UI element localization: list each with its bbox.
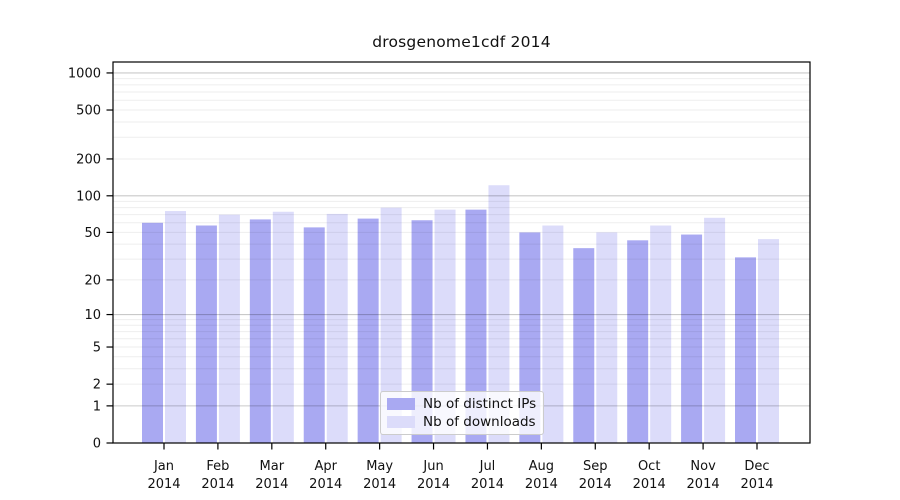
- bar-distinct-ips-jan: [142, 222, 163, 443]
- x-axis-tick-label-year: 2014: [633, 477, 666, 492]
- bar-distinct-ips-may: [357, 218, 379, 443]
- x-axis-tick-label-month: Jul: [479, 459, 496, 474]
- bar-distinct-ips-aug: [519, 232, 541, 443]
- bar-distinct-ips-nov: [681, 234, 703, 443]
- x-axis-tick-label-month: Feb: [206, 459, 229, 474]
- bar-distinct-ips-dec: [735, 257, 756, 443]
- x-axis-tick-label-year: 2014: [201, 477, 234, 492]
- chart-title: drosgenome1cdf 2014: [372, 33, 551, 51]
- x-axis-tick-label-month: Jun: [422, 459, 443, 474]
- x-axis-tick-label-month: Dec: [744, 459, 769, 474]
- x-axis-tick-label-month: Aug: [529, 459, 554, 474]
- bar-downloads-dec: [758, 239, 779, 443]
- bar-downloads-sep: [596, 232, 618, 443]
- y-axis-tick-label: 1000: [68, 66, 101, 81]
- bar-downloads-feb: [218, 214, 240, 443]
- bar-downloads-jan: [165, 211, 186, 443]
- bar-downloads-may: [380, 207, 402, 443]
- x-axis-tick-label-year: 2014: [309, 477, 342, 492]
- y-axis-tick-label: 50: [84, 226, 101, 241]
- y-axis-tick-label: 10: [84, 308, 101, 323]
- y-axis-tick-label: 0: [93, 437, 101, 452]
- x-axis-tick-label-year: 2014: [255, 477, 288, 492]
- y-axis-tick-label: 2: [93, 378, 101, 393]
- x-axis-tick-label-year: 2014: [525, 477, 558, 492]
- x-axis-tick-label-year: 2014: [687, 477, 720, 492]
- x-axis-tick-label-month: Nov: [690, 459, 716, 474]
- x-axis-tick-label-year: 2014: [363, 477, 396, 492]
- bar-distinct-ips-jun: [411, 220, 433, 443]
- x-axis-tick-label-month: Mar: [260, 459, 285, 474]
- bar-downloads-nov: [704, 217, 726, 443]
- x-axis-tick-label-month: May: [366, 459, 393, 474]
- bar-downloads-mar: [272, 211, 294, 443]
- bar-distinct-ips-jul: [465, 209, 487, 443]
- x-axis-tick-label-month: Jan: [153, 459, 174, 474]
- y-axis-tick-label: 1: [93, 399, 101, 414]
- legend-item-downloads: Nb of downloads: [387, 414, 543, 430]
- x-axis-tick-label-month: Apr: [314, 459, 337, 474]
- y-axis-tick-label: 5: [93, 341, 101, 356]
- legend-label-distinct-ips: Nb of distinct IPs: [423, 396, 537, 412]
- bar-downloads-aug: [542, 225, 564, 443]
- bar-distinct-ips-apr: [303, 227, 325, 443]
- bar-distinct-ips-sep: [573, 248, 595, 443]
- bar-downloads-jul: [488, 185, 510, 443]
- bar-downloads-apr: [326, 213, 348, 443]
- bar-distinct-ips-mar: [249, 219, 271, 443]
- legend-swatch-downloads: [387, 416, 415, 428]
- x-axis-tick-label-month: Oct: [638, 459, 660, 474]
- legend-label-downloads: Nb of downloads: [423, 414, 536, 430]
- x-axis-tick-label-year: 2014: [417, 477, 450, 492]
- bar-downloads-oct: [650, 225, 672, 443]
- y-axis-tick-label: 500: [76, 104, 101, 119]
- bar-distinct-ips-feb: [195, 225, 217, 443]
- bar-distinct-ips-oct: [627, 240, 649, 443]
- y-axis-tick-label: 100: [76, 189, 101, 204]
- bar-downloads-jun: [434, 209, 456, 443]
- legend-swatch-distinct-ips: [387, 398, 415, 410]
- y-axis-tick-label: 200: [76, 152, 101, 167]
- legend-item-distinct-ips: Nb of distinct IPs: [387, 396, 543, 412]
- x-axis-tick-label-year: 2014: [147, 477, 180, 492]
- x-axis-tick-label-year: 2014: [740, 477, 773, 492]
- y-axis-tick-label: 20: [84, 273, 101, 288]
- x-axis-tick-label-month: Sep: [583, 459, 608, 474]
- x-axis-tick-label-year: 2014: [579, 477, 612, 492]
- x-axis-tick-label-year: 2014: [471, 477, 504, 492]
- legend: Nb of distinct IPs Nb of downloads: [380, 391, 544, 435]
- plot-frame: [112, 61, 811, 444]
